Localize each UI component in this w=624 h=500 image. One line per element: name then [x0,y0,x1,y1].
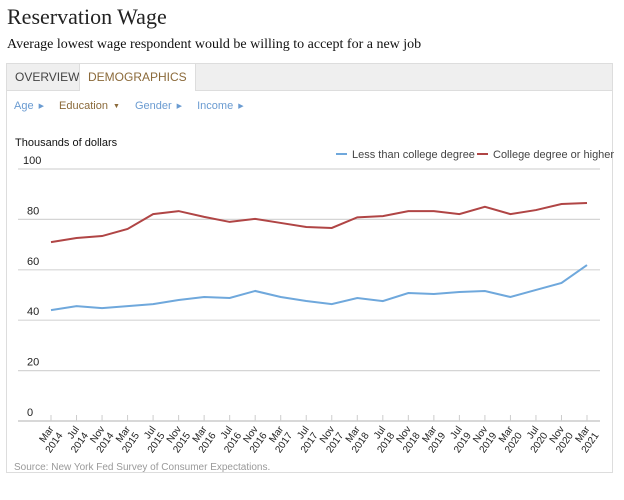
series-line-less-than-college [50,264,588,312]
x-tick-label: Mar2015 [111,424,142,455]
triangle-right-icon: ▶ [238,103,244,111]
filter-label: Income [197,100,234,112]
filter-age[interactable]: Age ▶ [14,100,44,112]
x-tick-label: Jul2020 [520,424,551,455]
y-tick-label: 100 [23,155,41,167]
x-tick-label: Mar2016 [188,424,219,455]
filter-income[interactable]: Income ▶ [197,100,243,112]
x-tick-label: Mar2014 [35,424,66,455]
filter-label: Age [14,100,34,112]
filter-label: Education [59,100,108,112]
x-tick-label: Nov2014 [86,424,117,455]
x-tick-label: Nov2019 [469,424,500,455]
x-tick-label: Nov2015 [162,424,193,455]
y-tick-label: 20 [27,357,39,369]
series-line-college [50,202,588,244]
triangle-right-icon: ▶ [176,103,183,111]
x-tick-label: Jul2018 [366,424,397,455]
x-tick-label: Mar2021 [571,424,602,455]
legend-label: Less than college degree [352,149,475,161]
x-tick-label: Nov2016 [239,424,270,455]
tab-bar: OVERVIEW DEMOGRAPHICS [7,64,612,91]
y-tick-label: 80 [27,205,39,217]
triangle-down-icon: ▼ [112,102,120,110]
x-tick-label: Mar2019 [418,424,449,455]
x-tick-label: Jul2015 [137,424,168,455]
x-tick-label: Jul2017 [290,424,321,455]
x-tick-label: Jul2014 [60,424,91,455]
legend-label: College degree or higher [493,149,614,161]
x-tick-label: Jul2016 [213,424,244,455]
x-tick-label: Nov2018 [392,424,423,455]
x-tick-label: Mar2018 [341,424,372,455]
y-tick-label: 60 [27,256,39,268]
tab-demographics[interactable]: DEMOGRAPHICS [79,64,196,91]
y-axis-label: Thousands of dollars [15,137,118,149]
filter-label: Gender [134,100,172,112]
y-tick-label: 40 [27,306,39,318]
filter-bar: Age ▶ Education ▼ Gender ▶ Income ▶ [14,100,256,112]
x-tick-label: Jul2019 [443,424,474,455]
source-note: Source: New York Fed Survey of Consumer … [14,462,271,473]
x-tick-label: Mar2017 [264,424,295,455]
x-tick-label: Nov2017 [315,424,346,455]
page-title: Reservation Wage [7,4,167,29]
x-tick-label: Mar2020 [494,424,525,455]
chart-panel: OVERVIEW DEMOGRAPHICS Age ▶ Education ▼ Ge… [6,63,613,473]
y-tick-label: 0 [27,407,33,419]
triangle-right-icon: ▶ [38,103,44,111]
filter-gender[interactable]: Gender ▶ [135,100,182,112]
tab-overview[interactable]: OVERVIEW [15,70,80,84]
filter-education[interactable]: Education ▼ [59,100,120,112]
x-tick-label: Nov2020 [545,424,576,455]
page-subtitle: Average lowest wage respondent would be … [7,37,422,52]
